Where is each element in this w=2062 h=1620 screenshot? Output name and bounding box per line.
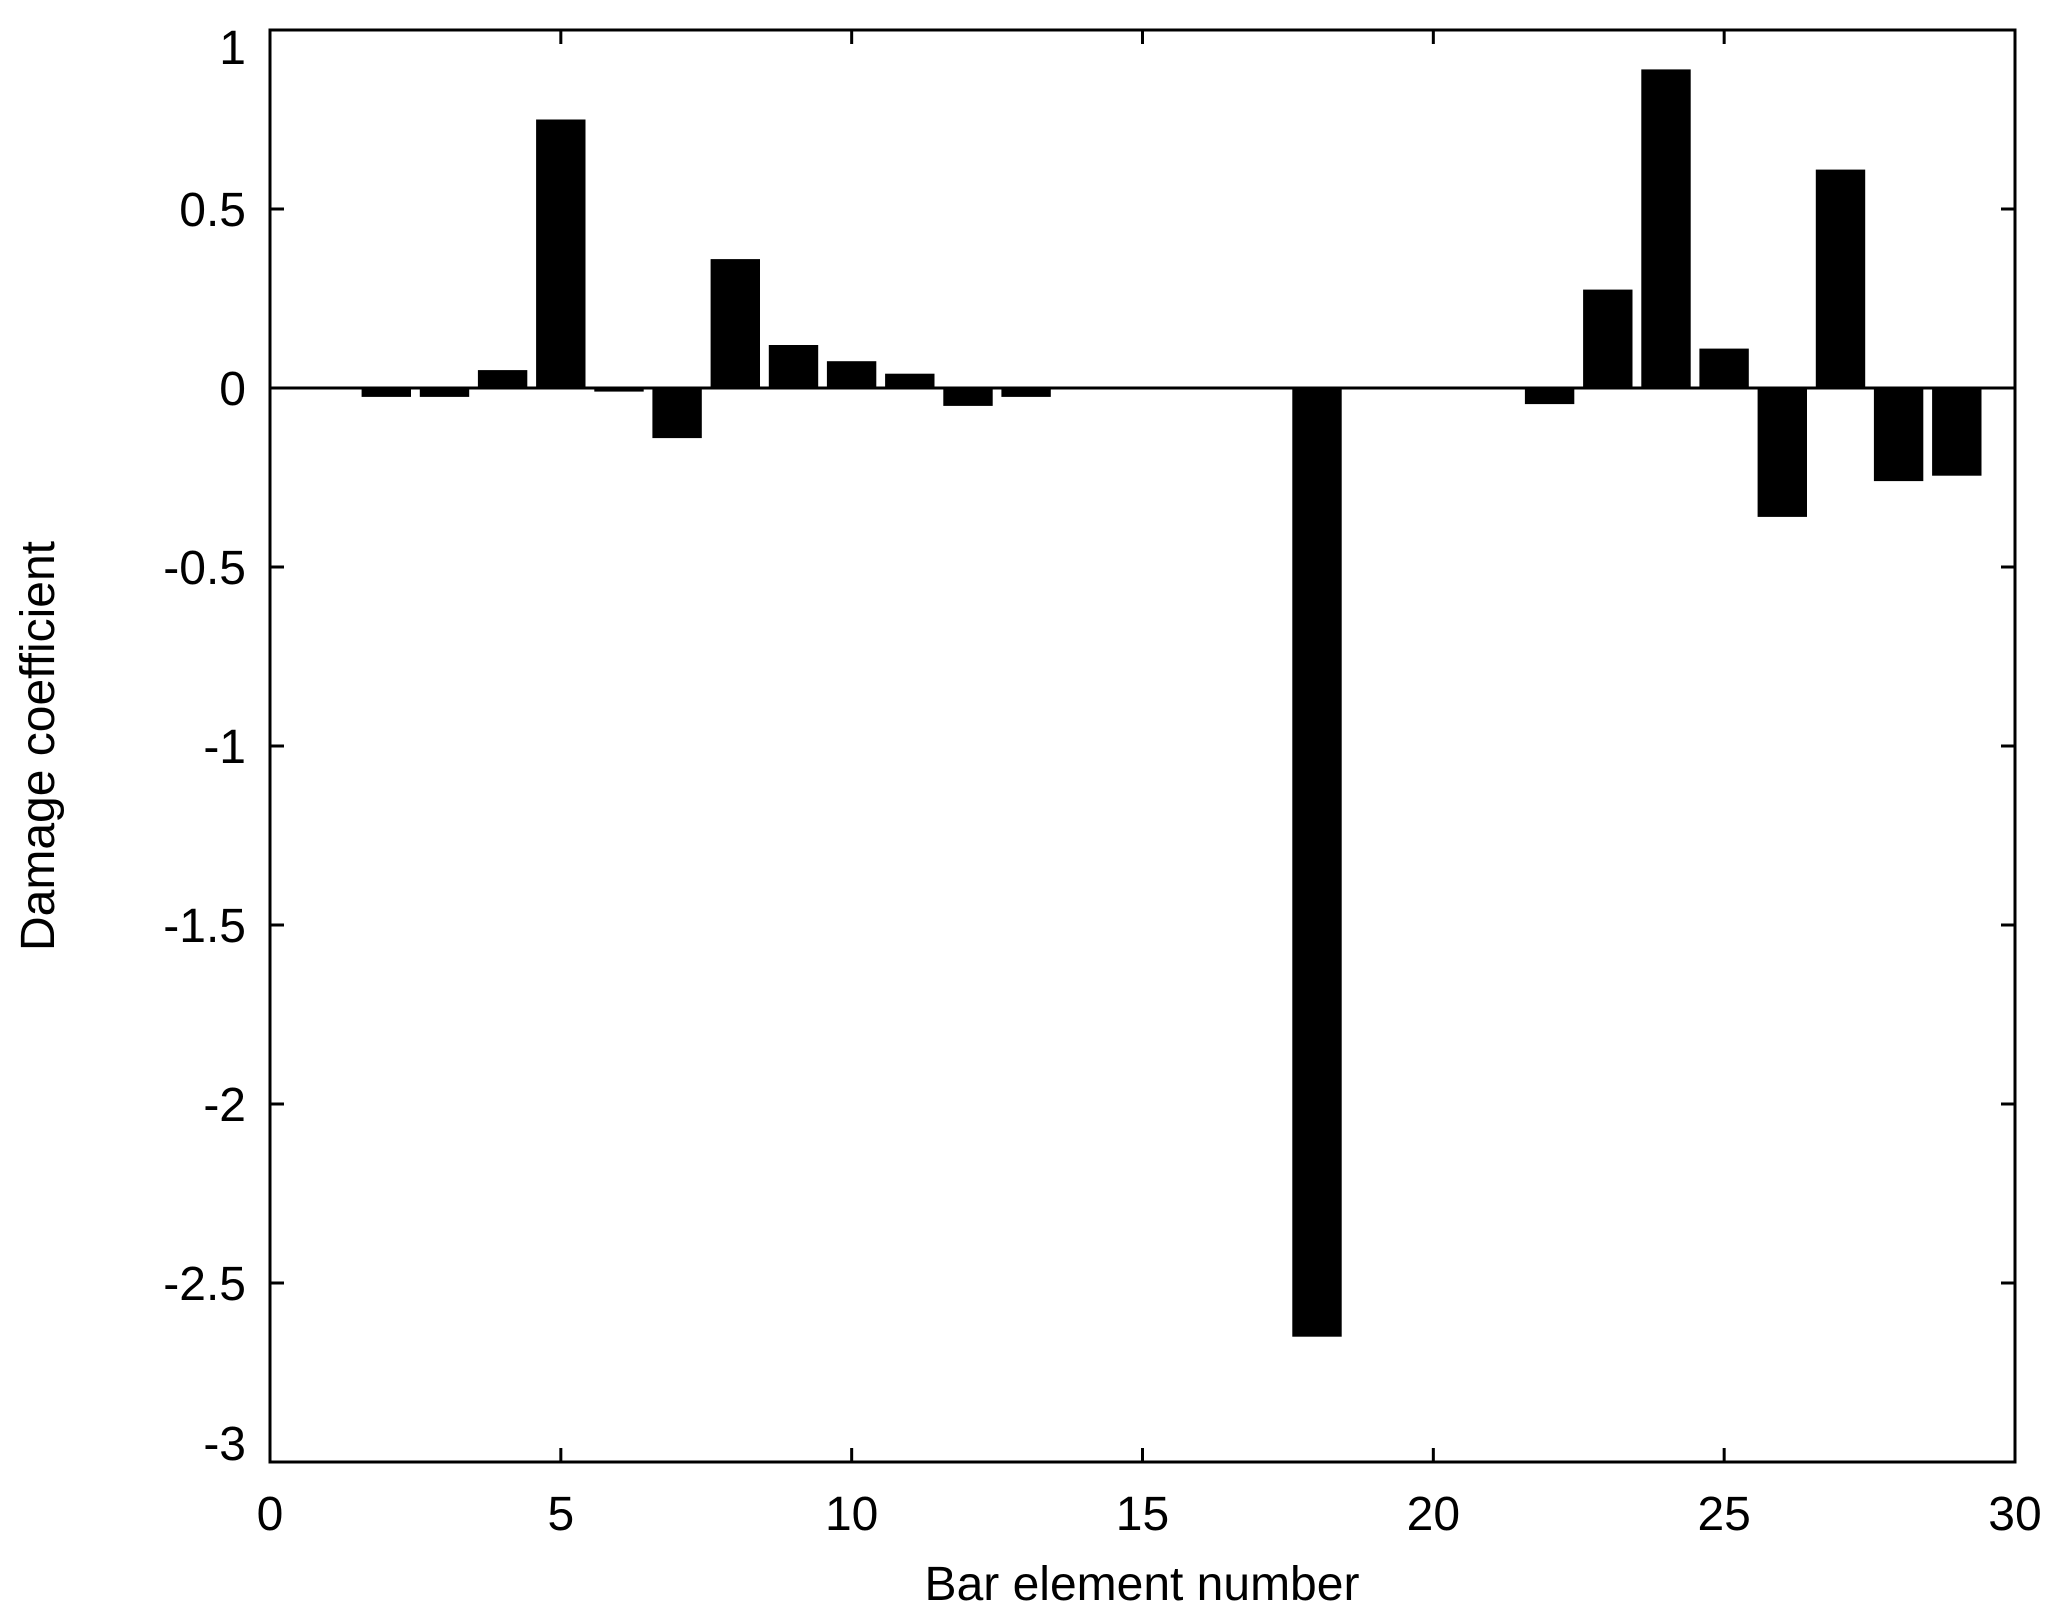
bar-element-26	[1757, 388, 1807, 517]
bar-element-3	[419, 388, 470, 397]
bar-element-9	[768, 345, 819, 388]
bars-group	[361, 69, 1982, 1337]
y-tick-label: -1.5	[163, 900, 246, 953]
bar-element-5	[536, 119, 586, 388]
bar-element-10	[826, 361, 877, 388]
x-tick-label: 5	[547, 1488, 574, 1541]
y-tick-label: 0	[219, 363, 246, 416]
bar-element-6	[594, 388, 644, 392]
bar-element-7	[652, 388, 702, 439]
y-tick-label: 1	[219, 22, 246, 75]
x-tick-label: 15	[1116, 1488, 1169, 1541]
y-tick-label: -1	[203, 721, 246, 774]
x-axis-label: Bar element number	[925, 1558, 1360, 1611]
x-tick-label: 0	[257, 1488, 284, 1541]
bar-element-2	[361, 388, 411, 397]
plot-background	[270, 30, 2015, 1462]
y-tick-label: 0.5	[179, 184, 246, 237]
y-tick-label: -2.5	[163, 1258, 246, 1311]
x-tick-label: 30	[1988, 1488, 2041, 1541]
x-tick-label: 25	[1697, 1488, 1750, 1541]
bar-element-28	[1873, 388, 1924, 482]
bar-element-18	[1292, 388, 1342, 1337]
y-tick-label: -3	[203, 1418, 246, 1471]
bar-element-13	[1001, 388, 1051, 397]
bar-element-25	[1699, 348, 1749, 388]
y-tick-label: -2	[203, 1079, 246, 1132]
bar-element-24	[1641, 69, 1691, 389]
x-tick-label: 20	[1407, 1488, 1460, 1541]
y-axis-label: Damage coefficient	[12, 541, 65, 951]
bar-element-22	[1524, 388, 1575, 405]
plot-frame	[268, 28, 2017, 1464]
bar-element-4	[477, 370, 528, 388]
y-tick-label: -0.5	[163, 542, 246, 595]
bar-element-29	[1932, 388, 1982, 476]
bar-element-11	[885, 373, 935, 388]
bar-element-23	[1583, 289, 1633, 388]
bar-element-12	[943, 388, 993, 406]
bar-element-27	[1815, 169, 1866, 388]
x-tick-label: 10	[825, 1488, 878, 1541]
bar-element-8	[710, 259, 760, 388]
